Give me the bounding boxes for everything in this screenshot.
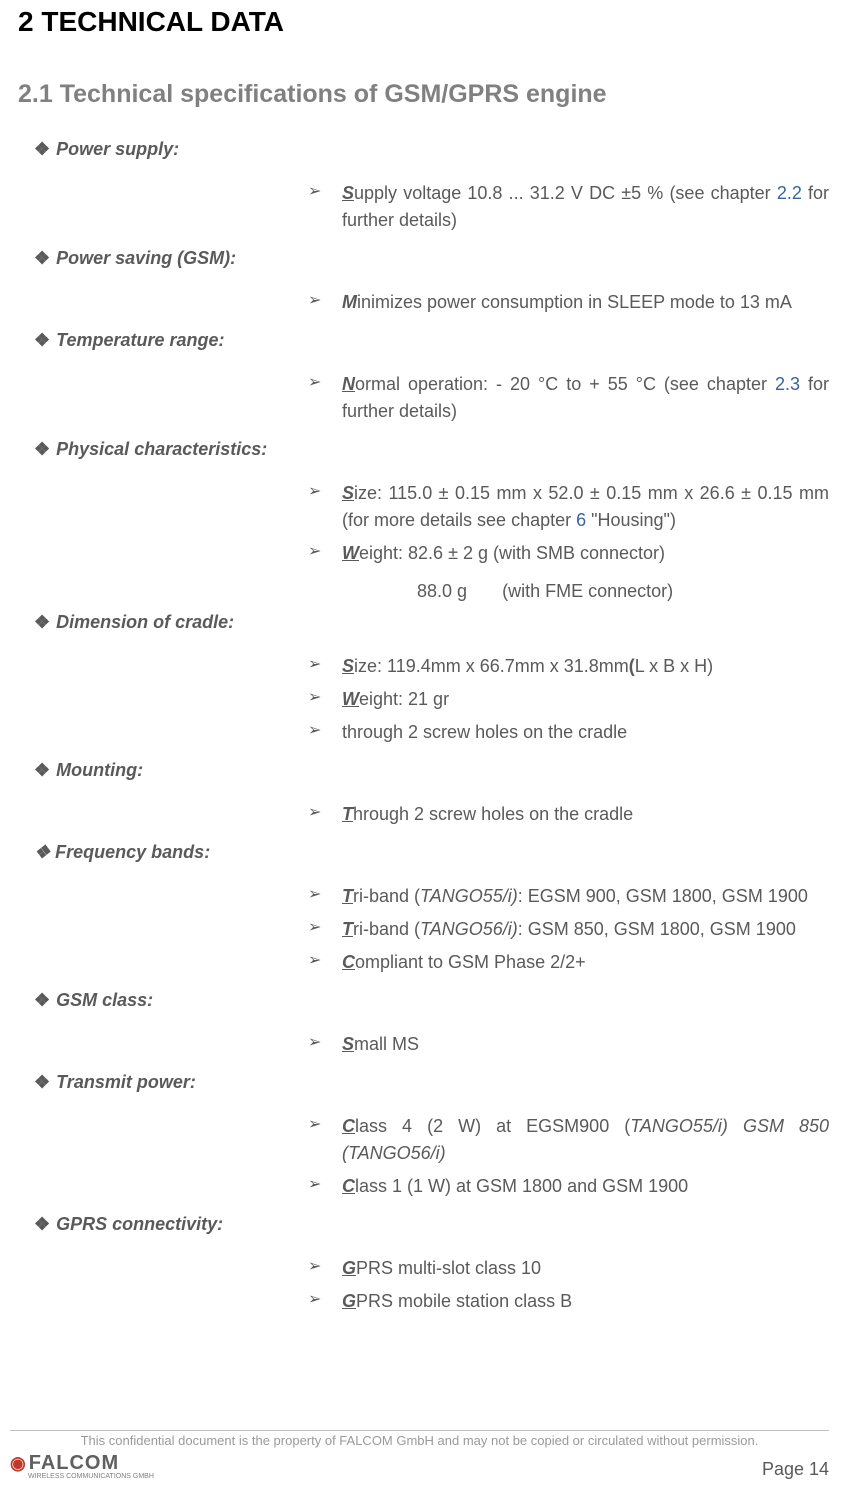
label-gsm-class: GSM class: bbox=[34, 990, 829, 1011]
list-physical: ➢ Size: 115.0 ± 0.15 mm x 52.0 ± 0.15 mm… bbox=[308, 480, 829, 567]
list-item: ➢ Minimizes power consumption in SLEEP m… bbox=[308, 289, 829, 316]
label-power-saving: Power saving (GSM): bbox=[34, 248, 829, 269]
list-item: ➢ Supply voltage 10.8 ... 31.2 V DC ±5 %… bbox=[308, 180, 829, 234]
chevron-icon: ➢ bbox=[308, 1288, 342, 1312]
detail-text: Normal operation: - 20 °C to + 55 °C (se… bbox=[342, 371, 829, 425]
chevron-icon: ➢ bbox=[308, 1113, 342, 1137]
chevron-icon: ➢ bbox=[308, 1255, 342, 1279]
heading-sub: 2.1 Technical specifications of GSM/GPRS… bbox=[18, 80, 829, 109]
detail-text: Small MS bbox=[342, 1031, 829, 1058]
globe-icon: ◉ bbox=[10, 1453, 27, 1473]
chevron-icon: ➢ bbox=[308, 653, 342, 677]
list-item: ➢ GPRS mobile station class B bbox=[308, 1288, 829, 1315]
heading-main: 2 TECHNICAL DATA bbox=[18, 6, 829, 38]
label-mounting: Mounting: bbox=[34, 760, 829, 781]
link-chapter[interactable]: 2.3 bbox=[775, 374, 800, 394]
chevron-icon: ➢ bbox=[308, 289, 342, 313]
list-frequency: ➢ Tri-band (TANGO55/i): EGSM 900, GSM 18… bbox=[308, 883, 829, 976]
list-item: ➢ Tri-band (TANGO56/i): GSM 850, GSM 180… bbox=[308, 916, 829, 943]
list-item: ➢ Through 2 screw holes on the cradle bbox=[308, 801, 829, 828]
chevron-icon: ➢ bbox=[308, 801, 342, 825]
chevron-icon: ➢ bbox=[308, 1173, 342, 1197]
chevron-icon: ➢ bbox=[308, 1031, 342, 1055]
list-power-saving: ➢ Minimizes power consumption in SLEEP m… bbox=[308, 289, 829, 316]
list-power-supply: ➢ Supply voltage 10.8 ... 31.2 V DC ±5 %… bbox=[308, 180, 829, 234]
list-item: ➢ Size: 115.0 ± 0.15 mm x 52.0 ± 0.15 mm… bbox=[308, 480, 829, 534]
list-item: ➢ Weight: 21 gr bbox=[308, 686, 829, 713]
label-cradle: Dimension of cradle: bbox=[34, 612, 829, 633]
detail-text: Compliant to GSM Phase 2/2+ bbox=[342, 949, 829, 976]
detail-text: GPRS multi-slot class 10 bbox=[342, 1255, 829, 1282]
detail-text: Weight: 21 gr bbox=[342, 686, 829, 713]
detail-text: Minimizes power consumption in SLEEP mod… bbox=[342, 289, 829, 316]
confidential-notice: This confidential document is the proper… bbox=[10, 1430, 829, 1448]
chevron-icon: ➢ bbox=[308, 686, 342, 710]
list-item: ➢ Weight: 82.6 ± 2 g (with SMB connector… bbox=[308, 540, 829, 567]
link-chapter[interactable]: 2.2 bbox=[777, 183, 802, 203]
detail-text: Through 2 screw holes on the cradle bbox=[342, 801, 829, 828]
falcom-logo: ◉FALCOM WIRELESS COMMUNICATIONS GMBH bbox=[10, 1452, 154, 1480]
detail-text: GPRS mobile station class B bbox=[342, 1288, 829, 1315]
chevron-icon: ➢ bbox=[308, 719, 342, 743]
label-frequency: ❖ Frequency bands: bbox=[34, 842, 829, 863]
chevron-icon: ➢ bbox=[308, 916, 342, 940]
detail-text: Tri-band (TANGO55/i): EGSM 900, GSM 1800… bbox=[342, 883, 829, 910]
chevron-icon: ➢ bbox=[308, 180, 342, 204]
detail-text: Class 1 (1 W) at GSM 1800 and GSM 1900 bbox=[342, 1173, 829, 1200]
label-physical: Physical characteristics: bbox=[34, 439, 829, 460]
chevron-icon: ➢ bbox=[308, 371, 342, 395]
list-item: ➢ Tri-band (TANGO55/i): EGSM 900, GSM 18… bbox=[308, 883, 829, 910]
list-temperature: ➢ Normal operation: - 20 °C to + 55 °C (… bbox=[308, 371, 829, 425]
list-item: ➢ GPRS multi-slot class 10 bbox=[308, 1255, 829, 1282]
list-item: ➢ Normal operation: - 20 °C to + 55 °C (… bbox=[308, 371, 829, 425]
label-temperature: Temperature range: bbox=[34, 330, 829, 351]
label-transmit: Transmit power: bbox=[34, 1072, 829, 1093]
detail-text: Tri-band (TANGO56/i): GSM 850, GSM 1800,… bbox=[342, 916, 829, 943]
chevron-icon: ➢ bbox=[308, 480, 342, 504]
list-item: ➢ Size: 119.4mm x 66.7mm x 31.8mm(L x B … bbox=[308, 653, 829, 680]
label-power-supply: Power supply: bbox=[34, 139, 829, 160]
page-number: Page 14 bbox=[762, 1459, 829, 1480]
list-gsm-class: ➢ Small MS bbox=[308, 1031, 829, 1058]
detail-text: Weight: 82.6 ± 2 g (with SMB connector) bbox=[342, 540, 829, 567]
sub-line-weight: 88.0 g (with FME connector) bbox=[342, 581, 829, 602]
list-cradle: ➢ Size: 119.4mm x 66.7mm x 31.8mm(L x B … bbox=[308, 653, 829, 746]
detail-text: Supply voltage 10.8 ... 31.2 V DC ±5 % (… bbox=[342, 180, 829, 234]
list-item: ➢ Small MS bbox=[308, 1031, 829, 1058]
list-item: ➢ Compliant to GSM Phase 2/2+ bbox=[308, 949, 829, 976]
detail-text: Class 4 (2 W) at EGSM900 (TANGO55/i) GSM… bbox=[342, 1113, 829, 1167]
detail-text: Size: 119.4mm x 66.7mm x 31.8mm(L x B x … bbox=[342, 653, 829, 680]
detail-text: through 2 screw holes on the cradle bbox=[342, 719, 829, 746]
label-gprs: GPRS connectivity: bbox=[34, 1214, 829, 1235]
list-gprs: ➢ GPRS multi-slot class 10 ➢ GPRS mobile… bbox=[308, 1255, 829, 1315]
detail-text: Size: 115.0 ± 0.15 mm x 52.0 ± 0.15 mm x… bbox=[342, 480, 829, 534]
list-item: ➢ Class 4 (2 W) at EGSM900 (TANGO55/i) G… bbox=[308, 1113, 829, 1167]
list-mounting: ➢ Through 2 screw holes on the cradle bbox=[308, 801, 829, 828]
chevron-icon: ➢ bbox=[308, 883, 342, 907]
chevron-icon: ➢ bbox=[308, 540, 342, 564]
chevron-icon: ➢ bbox=[308, 949, 342, 973]
link-chapter[interactable]: 6 bbox=[576, 510, 586, 530]
page-footer: This confidential document is the proper… bbox=[0, 1430, 845, 1486]
list-item: ➢ through 2 screw holes on the cradle bbox=[308, 719, 829, 746]
list-transmit: ➢ Class 4 (2 W) at EGSM900 (TANGO55/i) G… bbox=[308, 1113, 829, 1200]
list-item: ➢ Class 1 (1 W) at GSM 1800 and GSM 1900 bbox=[308, 1173, 829, 1200]
